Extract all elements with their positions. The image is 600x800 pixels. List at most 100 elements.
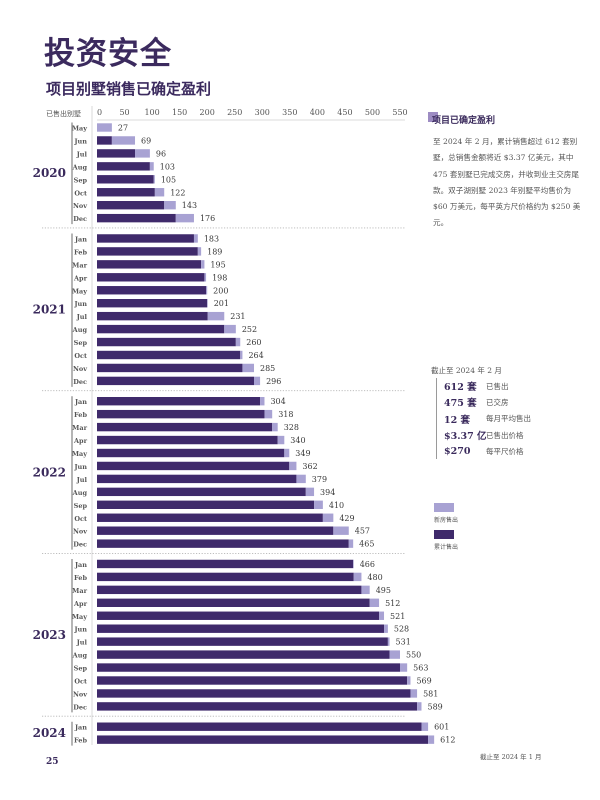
panel-title: 项目已确定盈利 xyxy=(432,116,496,126)
bar-new xyxy=(284,448,290,458)
data-label: 480 xyxy=(367,573,382,582)
bar-cumulative xyxy=(97,435,278,445)
month-label: May xyxy=(72,613,87,621)
bar-cumulative xyxy=(97,162,150,171)
bar-cumulative xyxy=(97,735,429,744)
stat-label: 已售出价格 xyxy=(486,430,524,440)
stat-value: 12 套 xyxy=(444,414,471,426)
y-axis-label: 已售出别墅 xyxy=(46,110,81,118)
month-label: Jan xyxy=(74,235,87,243)
bar-cumulative xyxy=(97,324,225,334)
stat-row: 612 套已售出 xyxy=(444,378,531,394)
bar-new xyxy=(417,702,422,711)
legend-label-cumulative: 累计售出 xyxy=(434,544,459,551)
data-label: 122 xyxy=(170,188,185,197)
chart-title: 项目别墅销售已确定盈利 xyxy=(46,80,212,98)
stat-value: 612 套 xyxy=(444,382,477,394)
bar-new xyxy=(305,487,315,497)
month-label: Mar xyxy=(72,424,87,432)
bar-new xyxy=(272,422,278,432)
bar-new xyxy=(369,598,380,607)
x-tick-label: 50 xyxy=(119,108,129,117)
bar-new xyxy=(260,397,265,406)
stat-label: 已售出 xyxy=(486,381,509,391)
bar-new xyxy=(264,409,273,419)
bar-new xyxy=(154,188,165,197)
bar-new xyxy=(149,162,154,171)
bar-new xyxy=(289,461,297,471)
x-tick-label: 450 xyxy=(337,108,352,117)
x-tick-label: 250 xyxy=(227,108,242,117)
stats-as-of: 截止至 2024 年 2 月 xyxy=(431,366,502,375)
bar-cumulative xyxy=(97,676,408,685)
data-label: 264 xyxy=(248,351,263,360)
data-label: 379 xyxy=(312,475,327,484)
data-label: 200 xyxy=(213,286,228,295)
data-label: 285 xyxy=(260,364,275,373)
month-label: Jan xyxy=(74,561,87,569)
bar-new xyxy=(153,175,155,184)
data-label: 231 xyxy=(230,312,245,321)
data-label: 198 xyxy=(212,273,227,282)
month-label: Apr xyxy=(73,600,88,608)
stat-value: $3.37 亿 xyxy=(444,431,487,443)
data-label: 466 xyxy=(360,560,375,569)
data-label: 201 xyxy=(214,299,229,308)
month-label: Nov xyxy=(73,528,87,536)
data-label: 495 xyxy=(376,586,391,595)
month-label: Apr xyxy=(73,437,88,445)
data-label: 96 xyxy=(156,149,166,158)
bar-cumulative xyxy=(97,286,207,295)
year-label: 2022 xyxy=(33,465,66,479)
month-label: Feb xyxy=(74,574,87,582)
stat-value: 475 套 xyxy=(444,398,477,410)
data-label: 612 xyxy=(440,736,455,745)
bar-cumulative xyxy=(97,136,112,145)
data-label: 183 xyxy=(204,234,219,243)
bar-cumulative xyxy=(97,722,422,731)
bar-new xyxy=(384,624,388,633)
month-label: Sep xyxy=(74,502,88,510)
bar-cumulative xyxy=(97,572,354,582)
data-label: 550 xyxy=(406,651,421,660)
month-label: Sep xyxy=(74,339,88,347)
bar-new xyxy=(379,611,385,620)
bar-cumulative xyxy=(97,461,290,471)
x-tick-label: 300 xyxy=(255,108,270,117)
legend-swatch-cumulative xyxy=(434,530,454,539)
data-label: 189 xyxy=(207,247,222,256)
month-label: Mar xyxy=(72,261,87,269)
data-label: 176 xyxy=(200,214,215,223)
panel-square-icon xyxy=(428,112,438,122)
data-label: 260 xyxy=(246,338,261,347)
data-label: 318 xyxy=(278,410,293,419)
month-label: Nov xyxy=(73,365,87,373)
bar-new xyxy=(410,689,418,698)
stat-row: 12 套 每月平均售出 xyxy=(444,411,531,427)
year-label: 2021 xyxy=(33,303,66,317)
x-tick-label: 200 xyxy=(200,108,215,117)
stat-label: 每月平均售出 xyxy=(486,414,531,424)
month-label: May xyxy=(72,125,87,133)
x-tick-label: 350 xyxy=(282,108,297,117)
month-label: Oct xyxy=(74,189,87,197)
bar-new xyxy=(387,637,390,646)
data-label: 296 xyxy=(266,377,281,386)
month-label: Feb xyxy=(74,411,87,419)
month-label: Sep xyxy=(74,665,88,673)
bar-cumulative xyxy=(97,448,285,458)
bar-new xyxy=(348,539,354,548)
month-label: Sep xyxy=(74,176,88,184)
bar-cumulative xyxy=(97,663,400,672)
bar-cumulative xyxy=(97,513,323,522)
bar-cumulative xyxy=(97,213,176,223)
data-label: 328 xyxy=(284,423,299,432)
data-label: 394 xyxy=(320,488,335,497)
month-label: Jul xyxy=(76,639,88,647)
stat-row: $3.37 亿已售出价格 xyxy=(444,427,531,443)
month-label: Jul xyxy=(76,150,88,158)
month-label: Dec xyxy=(73,541,87,549)
bar-new xyxy=(428,735,435,744)
bar-new xyxy=(242,363,255,373)
bar-cumulative xyxy=(97,611,380,620)
